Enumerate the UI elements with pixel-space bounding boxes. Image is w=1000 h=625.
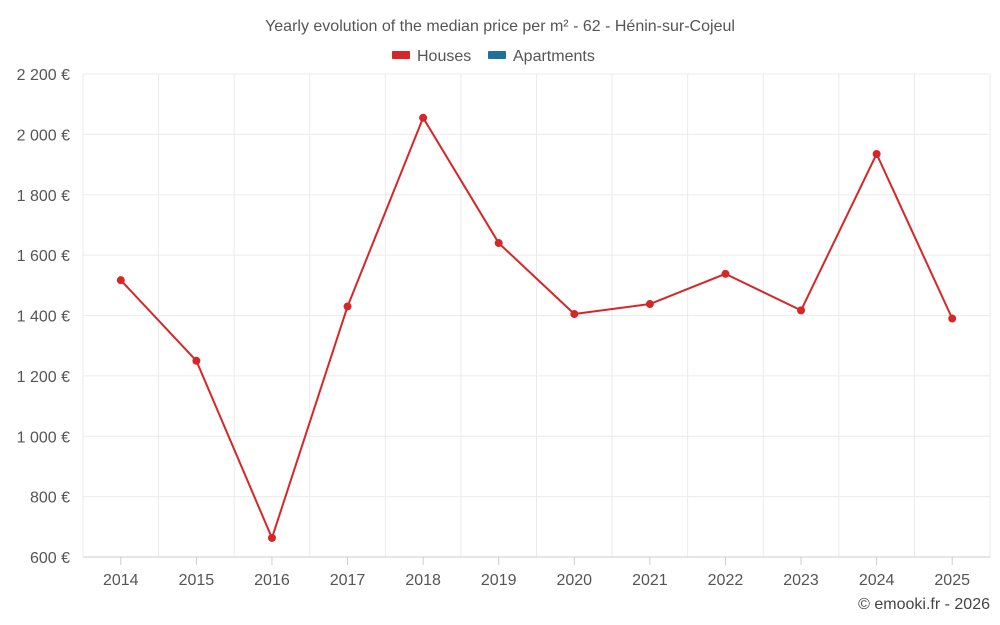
y-tick-label: 1 600 €: [17, 248, 70, 265]
x-tick-label: 2014: [103, 572, 139, 589]
legend-swatch-apartments: [488, 51, 506, 59]
legend-item-houses[interactable]: Houses: [392, 48, 471, 65]
legend-label-apartments: Apartments: [513, 48, 595, 65]
y-tick-label: 1 200 €: [17, 369, 70, 386]
x-tick-label: 2018: [405, 572, 441, 589]
x-tick-label: 2024: [859, 572, 895, 589]
x-tick-label: 2017: [330, 572, 366, 589]
x-tick-label: 2021: [632, 572, 668, 589]
legend-label-houses: Houses: [417, 48, 471, 65]
data-point-houses-2017[interactable]: [343, 302, 352, 311]
x-tick-label: 2019: [481, 572, 517, 589]
x-tick-label: 2022: [708, 572, 744, 589]
x-tick-label: 2025: [934, 572, 970, 589]
y-tick-label: 1 400 €: [17, 309, 70, 326]
y-tick-label: 2 200 €: [17, 67, 70, 84]
y-tick-label: 1 000 €: [17, 429, 70, 446]
y-axis-ticks: 600 € 800 € 1 000 € 1 200 € 1 400 € 1 600 € 1 …: [17, 67, 70, 567]
data-point-houses-2021[interactable]: [645, 300, 654, 309]
data-point-houses-2014[interactable]: [116, 276, 125, 285]
y-tick-label: 600 €: [30, 550, 70, 567]
y-tick-label: 1 800 €: [17, 188, 70, 205]
y-tick-label: 800 €: [30, 490, 70, 507]
legend[interactable]: Houses Apartments: [392, 48, 595, 65]
x-axis-ticks: 2014 2015 2016 2017 2018 2019 2020 2021 2022 2023…: [103, 557, 970, 589]
data-point-houses-2023[interactable]: [797, 306, 806, 315]
data-point-houses-2022[interactable]: [721, 269, 730, 278]
credit-text: © emooki.fr - 2026: [858, 596, 990, 613]
data-point-houses-2015[interactable]: [192, 356, 201, 365]
data-point-houses-2025[interactable]: [948, 314, 957, 323]
chart-title: Yearly evolution of the median price per…: [265, 18, 735, 35]
y-tick-label: 2 000 €: [17, 127, 70, 144]
data-point-houses-2020[interactable]: [570, 309, 579, 318]
x-tick-label: 2023: [783, 572, 819, 589]
grid: [82, 73, 991, 557]
x-tick-label: 2015: [179, 572, 215, 589]
data-point-houses-2019[interactable]: [494, 239, 503, 248]
legend-item-apartments[interactable]: Apartments: [488, 48, 595, 65]
data-point-houses-2018[interactable]: [419, 113, 428, 122]
legend-swatch-houses: [392, 51, 410, 59]
data-point-houses-2024[interactable]: [872, 149, 881, 158]
x-tick-label: 2020: [556, 572, 592, 589]
data-point-houses-2016[interactable]: [267, 533, 276, 542]
x-tick-label: 2016: [254, 572, 290, 589]
series-houses: [116, 113, 957, 542]
series-line-houses: [120, 116, 954, 539]
